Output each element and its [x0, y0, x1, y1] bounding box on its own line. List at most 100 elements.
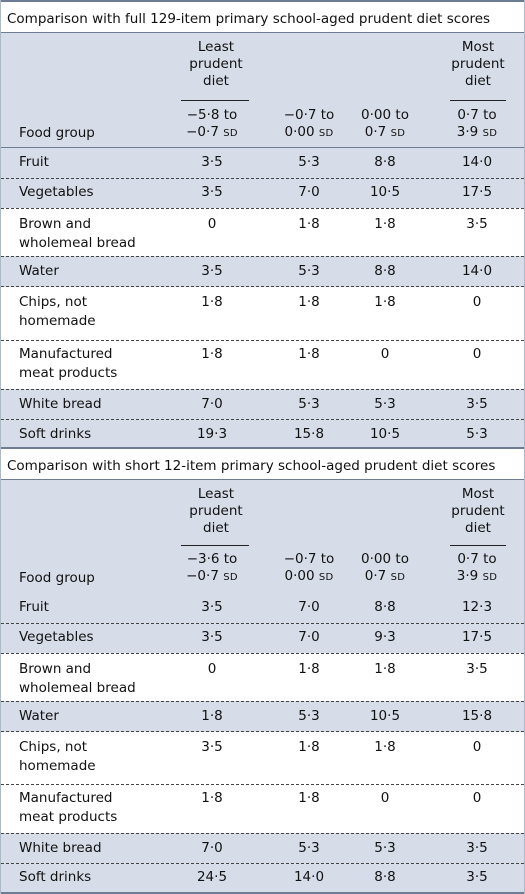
least-underline	[181, 545, 249, 546]
table-header: Least prudent diet Most prudent diet Foo…	[1, 480, 524, 595]
food-group-cell: Soft drinks	[19, 869, 92, 885]
value-cell: 0	[207, 216, 217, 232]
value-cell: 17·5	[461, 629, 493, 645]
least-prudent-label: Least prudent diet	[189, 486, 243, 536]
food-group-header: Food group	[19, 125, 95, 141]
most-underline	[450, 545, 506, 546]
range-header-3: 0·00 to 0·7 SD	[361, 551, 409, 584]
most-prudent-label: Most prudent diet	[451, 39, 505, 89]
value-cell: 3·5	[466, 840, 488, 856]
value-cell: 5·3	[374, 840, 396, 856]
table-row: Fruit 3·5 5·3 8·8 14·0	[1, 148, 524, 178]
value-cell: 10·5	[369, 184, 401, 200]
value-cell: 0	[207, 661, 217, 677]
table-row: Brown and wholemeal bread 0 1·8 1·8 3·5	[1, 208, 524, 257]
value-cell: 3·5	[201, 263, 223, 279]
food-group-cell: Chips, not homemade	[19, 739, 96, 774]
food-group-cell: Fruit	[19, 154, 49, 170]
value-cell: 3·5	[466, 661, 488, 677]
value-cell: 1·8	[374, 661, 396, 677]
value-cell: 9·3	[374, 629, 396, 645]
value-cell: 3·5	[466, 869, 488, 885]
food-group-cell: Brown and wholemeal bread	[19, 661, 136, 696]
range-header-1: −5·8 to −0·7 SD	[186, 107, 238, 140]
value-cell: 0	[472, 739, 482, 755]
food-group-cell: Water	[19, 263, 59, 279]
value-cell: 5·3	[374, 396, 396, 412]
food-group-cell: Soft drinks	[19, 426, 92, 442]
value-cell: 0	[472, 790, 482, 806]
value-cell: 0	[380, 790, 390, 806]
value-cell: 7·0	[201, 840, 223, 856]
value-cell: 12·3	[461, 599, 493, 615]
value-cell: 15·8	[461, 708, 493, 724]
value-cell: 7·0	[298, 184, 320, 200]
value-cell: 8·8	[374, 263, 396, 279]
value-cell: 1·8	[374, 294, 396, 310]
table-row: Chips, not homemade 1·8 1·8 1·8 0	[1, 286, 524, 335]
value-cell: 5·3	[298, 396, 320, 412]
most-prudent-label: Most prudent diet	[451, 486, 505, 536]
value-cell: 5·3	[298, 840, 320, 856]
value-cell: 5·3	[298, 263, 320, 279]
value-cell: 1·8	[298, 294, 320, 310]
value-cell: 5·3	[466, 426, 488, 442]
value-cell: 10·5	[369, 426, 401, 442]
value-cell: 7·0	[201, 396, 223, 412]
value-cell: 0	[472, 346, 482, 362]
food-group-cell: Water	[19, 708, 59, 724]
value-cell: 1·8	[201, 294, 223, 310]
table-row: White bread 7·0 5·3 5·3 3·5	[1, 833, 524, 864]
table-row: Soft drinks 19·3 15·8 10·5 5·3	[1, 419, 524, 448]
range-header-4: 0·7 to 3·9 SD	[456, 107, 498, 140]
least-prudent-label: Least prudent diet	[189, 39, 243, 89]
table-row: Manufactured meat products 1·8 1·8 0 0	[1, 784, 524, 833]
section-title: Comparison with full 129-item primary sc…	[1, 0, 524, 33]
value-cell: 7·0	[298, 629, 320, 645]
table-row: Soft drinks 24·5 14·0 8·8 3·5	[1, 863, 524, 893]
value-cell: 0	[380, 346, 390, 362]
least-underline	[181, 100, 249, 101]
table-row: Vegetables 3·5 7·0 9·3 17·5	[1, 623, 524, 653]
value-cell: 3·5	[201, 184, 223, 200]
food-group-cell: White bread	[19, 396, 102, 412]
value-cell: 1·8	[298, 790, 320, 806]
value-cell: 0	[472, 294, 482, 310]
value-cell: 3·5	[201, 599, 223, 615]
table-row: Chips, not homemade 3·5 1·8 1·8 0	[1, 731, 524, 780]
value-cell: 8·8	[374, 599, 396, 615]
value-cell: 17·5	[461, 184, 493, 200]
value-cell: 1·8	[201, 346, 223, 362]
food-group-cell: Chips, not homemade	[19, 294, 96, 329]
value-cell: 3·5	[466, 216, 488, 232]
value-cell: 3·5	[201, 154, 223, 170]
table-bottom-rule	[1, 892, 524, 894]
value-cell: 1·8	[201, 790, 223, 806]
food-group-cell: Vegetables	[19, 184, 94, 200]
value-cell: 7·0	[298, 599, 320, 615]
value-cell: 8·8	[374, 869, 396, 885]
range-header-1: −3·6 to −0·7 SD	[186, 551, 238, 584]
value-cell: 24·5	[196, 869, 228, 885]
value-cell: 3·5	[201, 739, 223, 755]
food-group-header: Food group	[19, 570, 95, 586]
value-cell: 1·8	[374, 216, 396, 232]
range-header-2: −0·7 to 0·00 SD	[283, 551, 335, 584]
table-row: Water 1·8 5·3 10·5 15·8	[1, 701, 524, 732]
table-row: White bread 7·0 5·3 5·3 3·5	[1, 389, 524, 420]
value-cell: 1·8	[201, 708, 223, 724]
table-row: Fruit 3·5 7·0 8·8 12·3	[1, 594, 524, 623]
value-cell: 1·8	[298, 661, 320, 677]
range-header-2: −0·7 to 0·00 SD	[283, 107, 335, 140]
value-cell: 5·3	[298, 154, 320, 170]
value-cell: 3·5	[201, 629, 223, 645]
value-cell: 1·8	[298, 216, 320, 232]
range-header-3: 0·00 to 0·7 SD	[361, 107, 409, 140]
table-row: Water 3·5 5·3 8·8 14·0	[1, 256, 524, 287]
value-cell: 14·0	[461, 154, 493, 170]
table-header: Least prudent diet Most prudent diet Foo…	[1, 33, 524, 148]
most-underline	[450, 100, 506, 101]
value-cell: 15·8	[293, 426, 325, 442]
food-group-cell: Brown and wholemeal bread	[19, 216, 136, 251]
